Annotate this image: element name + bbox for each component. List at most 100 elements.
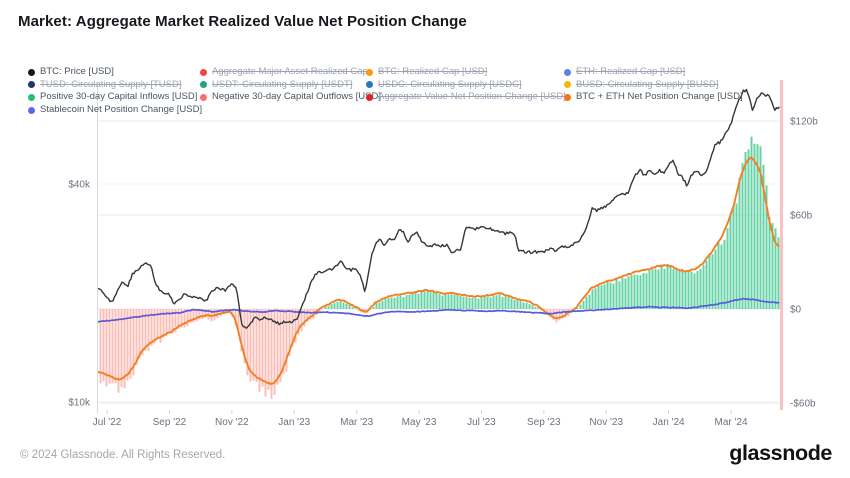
inflow-bar: [609, 282, 612, 309]
inflow-bar: [627, 276, 630, 309]
inflow-bar: [390, 297, 393, 309]
inflow-bar: [327, 306, 330, 309]
inflow-bar: [411, 292, 414, 309]
inflow-bar: [690, 271, 693, 309]
legend-column: Aggregate Major Asset Realized Cap USDT: …: [200, 66, 381, 104]
x-tick-label: May '23: [402, 417, 437, 428]
inflow-bar: [417, 293, 420, 309]
x-tick-label: Sep '23: [527, 417, 561, 428]
legend-item[interactable]: BUSD: Circulating Supply [BUSD]: [564, 79, 743, 92]
inflow-bar: [486, 296, 489, 309]
x-tick-label: Nov '22: [215, 417, 249, 428]
legend-item[interactable]: USDC: Circulating Supply [USDC]: [366, 79, 566, 92]
inflow-bar: [735, 203, 738, 309]
outflow-bar: [129, 309, 132, 379]
inflow-bar: [432, 292, 435, 309]
outflow-bar: [261, 309, 264, 387]
inflow-bar: [774, 228, 777, 309]
inflow-bar: [489, 297, 492, 309]
outflow-bar: [162, 309, 165, 338]
inflow-bar: [378, 302, 381, 309]
outflow-bar: [291, 309, 294, 347]
legend-item[interactable]: Negative 30-day Capital Outflows [USD]: [200, 91, 381, 104]
inflow-bar: [516, 299, 519, 309]
legend-item-label: BTC + ETH Net Position Change [USD]: [576, 91, 743, 103]
inflow-bar: [711, 254, 714, 309]
outflow-bar: [234, 309, 237, 325]
outflow-bar: [297, 309, 300, 335]
legend-item[interactable]: Aggregate Value Net Position Change [USD…: [366, 91, 566, 104]
outflow-bar: [186, 309, 189, 326]
inflow-bar: [618, 281, 621, 309]
y-left-tick-label: $10k: [68, 398, 91, 409]
outflow-bar: [300, 309, 303, 332]
outflow-bar: [153, 309, 156, 344]
outflow-bar: [141, 309, 144, 356]
outflow-bar: [306, 309, 309, 322]
legend-item[interactable]: BTC: Realized Cap [USD]: [366, 66, 566, 79]
outflow-bar: [102, 309, 105, 382]
outflow-bar: [282, 309, 285, 374]
outflow-bar: [147, 309, 150, 351]
inflow-bar: [591, 289, 594, 309]
outflow-bar: [264, 309, 267, 397]
inflow-bar: [537, 307, 540, 309]
inflow-bar: [651, 269, 654, 309]
legend-item[interactable]: BTC: Price [USD]: [28, 66, 202, 79]
legend-item[interactable]: ETH: Realized Cap [USD]: [564, 66, 743, 79]
inflow-bar: [744, 151, 747, 309]
y-right-tick-label: -$60b: [790, 399, 816, 410]
outflow-bar: [132, 309, 135, 376]
inflow-bar: [684, 271, 687, 309]
inflow-bar: [579, 304, 582, 309]
inflow-bar: [603, 284, 606, 309]
inflow-bar: [342, 302, 345, 309]
inflow-bar: [666, 263, 669, 309]
legend-item[interactable]: BTC + ETH Net Position Change [USD]: [564, 91, 743, 104]
outflow-bar: [318, 309, 321, 313]
outflow-bar: [288, 309, 291, 356]
outflow-bar: [117, 309, 120, 393]
inflow-bar: [750, 136, 753, 309]
legend-dot-icon: [28, 106, 35, 114]
inflow-bar: [648, 270, 651, 309]
inflow-bar: [633, 274, 636, 309]
x-tick-label: Jul '23: [467, 417, 496, 428]
legend-dot-icon: [564, 81, 571, 89]
legend-item[interactable]: Positive 30-day Capital Inflows [USD]: [28, 91, 202, 104]
btc-eth-npc-line: [97, 156, 780, 385]
legend-item[interactable]: Aggregate Major Asset Realized Cap: [200, 66, 381, 79]
outflow-bar: [273, 309, 276, 395]
x-tick-label: Jul '22: [93, 417, 122, 428]
inflow-bar: [639, 275, 642, 309]
inflow-bar: [777, 237, 780, 309]
inflow-bar: [669, 265, 672, 309]
page-title: Market: Aggregate Market Realized Value …: [18, 13, 467, 30]
inflow-bar: [492, 295, 495, 309]
outflow-bar: [135, 309, 138, 365]
inflow-bar: [396, 296, 399, 309]
outflow-bar: [258, 309, 261, 392]
inflow-bar: [702, 265, 705, 309]
inflow-bar: [594, 288, 597, 309]
inflow-bar: [468, 298, 471, 309]
inflow-bar: [747, 149, 750, 309]
inflow-bar: [345, 304, 348, 309]
legend-dot-icon: [366, 93, 373, 101]
legend-dot-icon: [200, 93, 207, 101]
legend-item[interactable]: TUSD: Circulating Supply [TUSD]: [28, 79, 202, 92]
legend-item[interactable]: Stablecoin Net Position Change [USD]: [28, 104, 202, 117]
inflow-bar: [351, 307, 354, 309]
legend-item[interactable]: USDT: Circulating Supply [USDT]: [200, 79, 381, 92]
x-tick-label: Nov '23: [589, 417, 623, 428]
inflow-bar: [534, 306, 537, 309]
outflow-bar: [99, 309, 102, 384]
inflow-bar: [348, 305, 351, 309]
outflow-bar: [309, 309, 312, 320]
inflow-bar: [393, 297, 396, 309]
legend-dot-icon: [366, 68, 373, 76]
inflow-bar: [525, 302, 528, 309]
inflow-bar: [465, 297, 468, 309]
